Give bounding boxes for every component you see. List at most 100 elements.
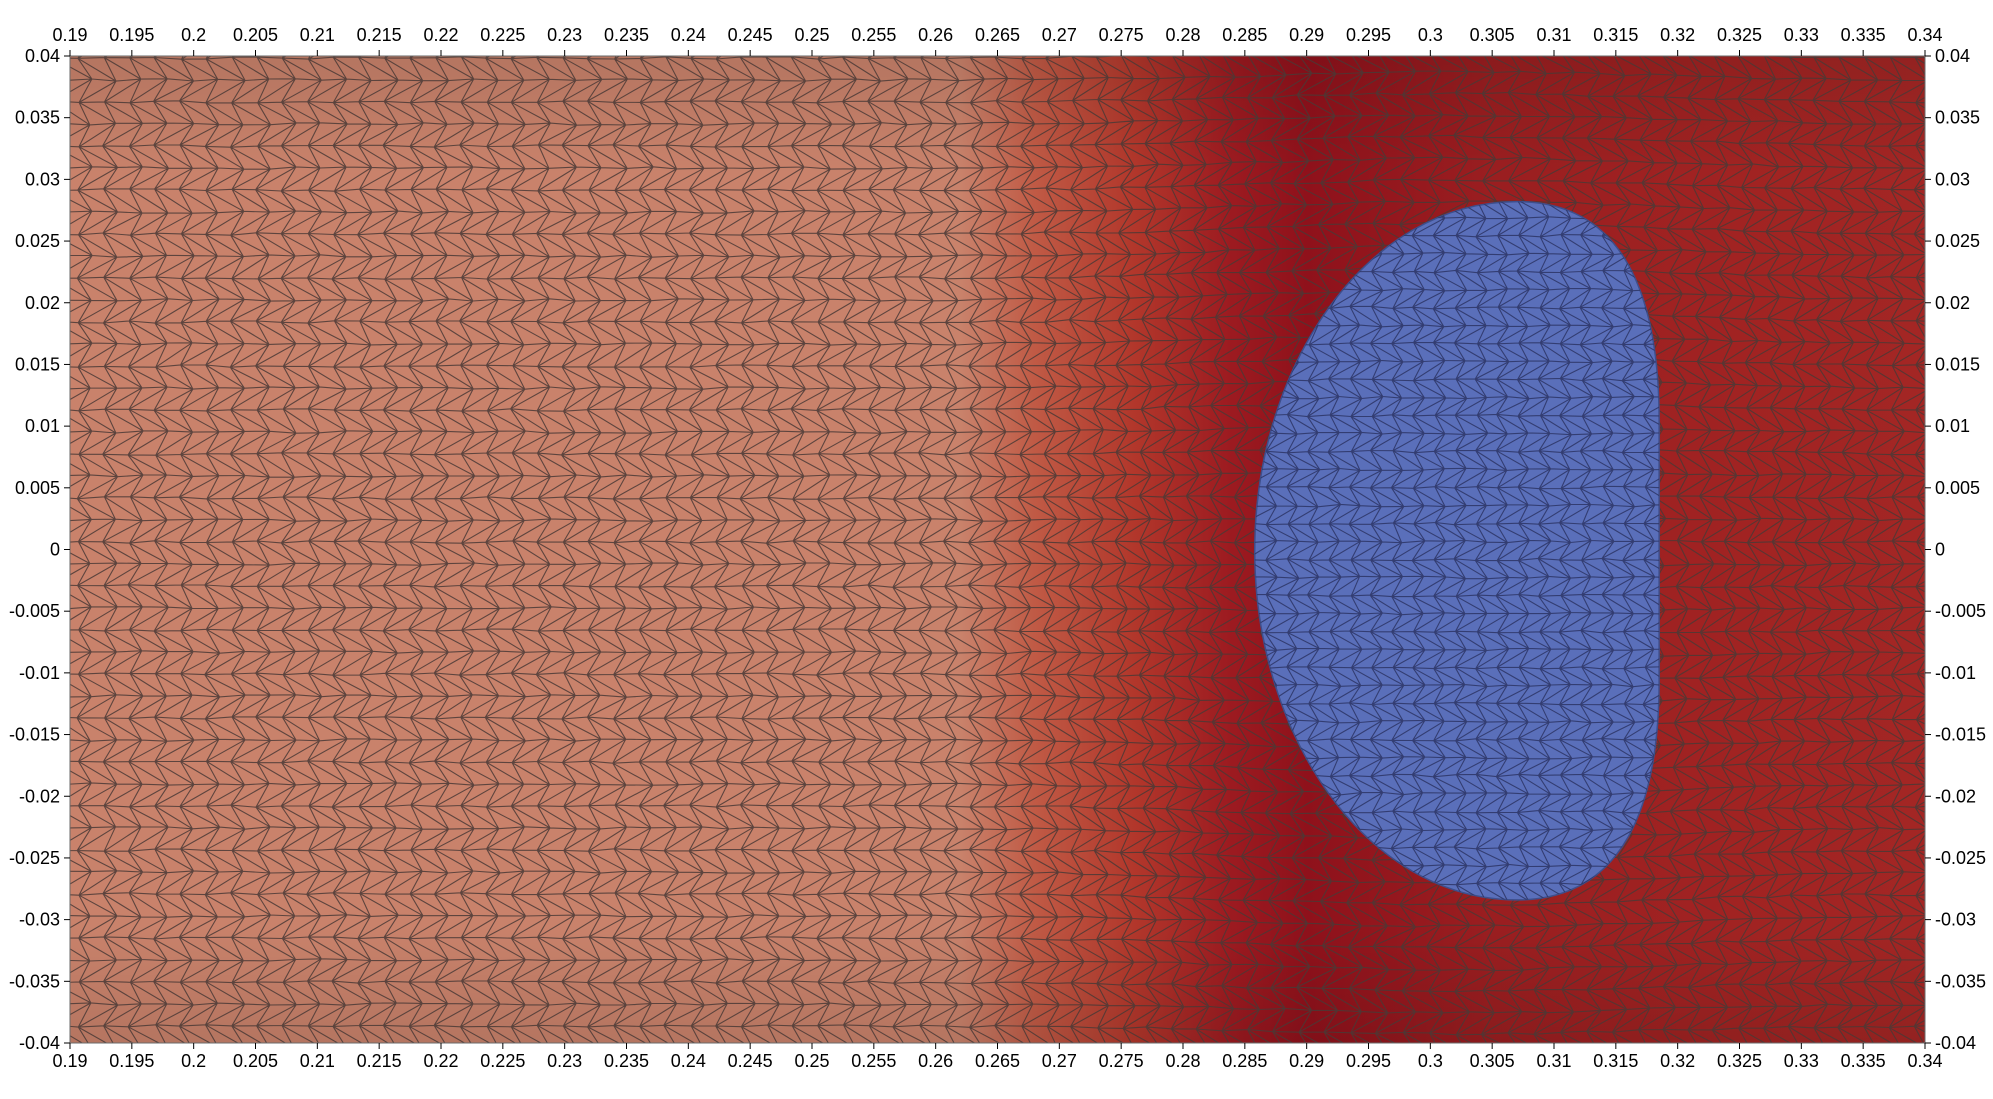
y-tick-label: 0 bbox=[50, 540, 60, 560]
x-tick-label: 0.295 bbox=[1346, 25, 1391, 45]
x-tick-label: 0.24 bbox=[671, 25, 706, 45]
bottom-axis: 0.19 0.195 0.2 0.205 0.21 0.215 0.22 0.225 0.23 0… bbox=[52, 1043, 1943, 1071]
y-tick-label: -0.035 bbox=[9, 971, 60, 991]
x-tick-label: 0.335 bbox=[1841, 1051, 1886, 1071]
x-tick-label: 0.205 bbox=[233, 1051, 278, 1071]
x-tick-label: 0.205 bbox=[233, 25, 278, 45]
right-axis: 0.04 0.035 0.03 0.025 0.02 0.015 0.01 0.005 0 -0.… bbox=[1925, 46, 1986, 1053]
x-tick-label: 0.34 bbox=[1907, 25, 1942, 45]
x-tick-label: 0.2 bbox=[181, 1051, 206, 1071]
x-tick-label: 0.32 bbox=[1660, 25, 1695, 45]
y-tick-label: -0.04 bbox=[19, 1033, 60, 1053]
x-tick-label: 0.27 bbox=[1042, 25, 1077, 45]
x-tick-label: 0.255 bbox=[851, 25, 896, 45]
x-tick-label: 0.245 bbox=[728, 25, 773, 45]
x-tick-label: 0.25 bbox=[794, 1051, 829, 1071]
x-tick-label: 0.245 bbox=[728, 1051, 773, 1071]
x-tick-label: 0.28 bbox=[1165, 25, 1200, 45]
x-tick-label: 0.225 bbox=[480, 1051, 525, 1071]
x-tick-label: 0.27 bbox=[1042, 1051, 1077, 1071]
x-tick-label: 0.2 bbox=[181, 25, 206, 45]
x-tick-label: 0.29 bbox=[1289, 1051, 1324, 1071]
y-tick-label: -0.015 bbox=[9, 725, 60, 745]
x-tick-label: 0.31 bbox=[1536, 25, 1571, 45]
x-tick-label: 0.325 bbox=[1717, 25, 1762, 45]
x-tick-label: 0.34 bbox=[1907, 1051, 1942, 1071]
x-tick-label: 0.235 bbox=[604, 25, 649, 45]
x-tick-label: 0.285 bbox=[1222, 1051, 1267, 1071]
y-tick-label: 0.005 bbox=[15, 478, 60, 498]
x-tick-label: 0.195 bbox=[109, 25, 154, 45]
y-tick-label: 0.02 bbox=[25, 293, 60, 313]
x-tick-label: 0.29 bbox=[1289, 25, 1324, 45]
x-tick-label: 0.19 bbox=[52, 1051, 87, 1071]
x-tick-label: 0.19 bbox=[52, 25, 87, 45]
y-tick-label: 0.02 bbox=[1935, 293, 1970, 313]
x-tick-label: 0.215 bbox=[357, 1051, 402, 1071]
y-tick-label: 0.015 bbox=[1935, 354, 1980, 374]
x-tick-label: 0.24 bbox=[671, 1051, 706, 1071]
y-tick-label: -0.035 bbox=[1935, 971, 1986, 991]
x-tick-label: 0.255 bbox=[851, 1051, 896, 1071]
x-tick-label: 0.305 bbox=[1470, 1051, 1515, 1071]
x-tick-label: 0.315 bbox=[1593, 1051, 1638, 1071]
x-tick-label: 0.33 bbox=[1784, 25, 1819, 45]
y-tick-label: 0 bbox=[1935, 540, 1945, 560]
x-tick-label: 0.21 bbox=[300, 25, 335, 45]
y-tick-label: 0.035 bbox=[15, 108, 60, 128]
x-tick-label: 0.265 bbox=[975, 1051, 1020, 1071]
y-tick-label: -0.005 bbox=[1935, 601, 1986, 621]
x-tick-label: 0.28 bbox=[1165, 1051, 1200, 1071]
y-tick-label: 0.03 bbox=[25, 169, 60, 189]
x-tick-label: 0.26 bbox=[918, 1051, 953, 1071]
x-tick-label: 0.295 bbox=[1346, 1051, 1391, 1071]
y-tick-label: 0.04 bbox=[25, 46, 60, 66]
x-tick-label: 0.275 bbox=[1099, 25, 1144, 45]
top-axis: 0.19 0.195 0.2 0.205 0.21 0.215 0.22 0.225 0.23 0… bbox=[52, 25, 1943, 56]
y-tick-label: 0.01 bbox=[1935, 416, 1970, 436]
y-tick-label: -0.025 bbox=[9, 848, 60, 868]
y-tick-label: -0.01 bbox=[1935, 663, 1976, 683]
y-tick-label: 0.005 bbox=[1935, 478, 1980, 498]
y-tick-label: 0.04 bbox=[1935, 46, 1970, 66]
y-tick-label: 0.015 bbox=[15, 354, 60, 374]
y-tick-label: 0.03 bbox=[1935, 169, 1970, 189]
y-tick-label: -0.02 bbox=[19, 786, 60, 806]
x-tick-label: 0.26 bbox=[918, 25, 953, 45]
x-tick-label: 0.3 bbox=[1418, 25, 1443, 45]
y-tick-label: 0.025 bbox=[15, 231, 60, 251]
y-tick-label: 0.025 bbox=[1935, 231, 1980, 251]
x-tick-label: 0.25 bbox=[794, 25, 829, 45]
x-tick-label: 0.265 bbox=[975, 25, 1020, 45]
x-tick-label: 0.3 bbox=[1418, 1051, 1443, 1071]
left-axis: 0.04 0.035 0.03 0.025 0.02 0.015 0.01 0.005 0 -0.… bbox=[9, 46, 70, 1053]
x-tick-label: 0.195 bbox=[109, 1051, 154, 1071]
x-tick-label: 0.33 bbox=[1784, 1051, 1819, 1071]
x-tick-label: 0.225 bbox=[480, 25, 525, 45]
x-tick-label: 0.285 bbox=[1222, 25, 1267, 45]
x-tick-label: 0.22 bbox=[423, 1051, 458, 1071]
x-tick-label: 0.23 bbox=[547, 25, 582, 45]
x-tick-label: 0.215 bbox=[357, 25, 402, 45]
x-tick-label: 0.22 bbox=[423, 25, 458, 45]
x-tick-label: 0.21 bbox=[300, 1051, 335, 1071]
x-tick-label: 0.335 bbox=[1841, 25, 1886, 45]
y-tick-label: 0.035 bbox=[1935, 108, 1980, 128]
x-tick-label: 0.325 bbox=[1717, 1051, 1762, 1071]
x-tick-label: 0.32 bbox=[1660, 1051, 1695, 1071]
y-tick-label: -0.025 bbox=[1935, 848, 1986, 868]
y-tick-label: -0.015 bbox=[1935, 725, 1986, 745]
y-tick-label: -0.005 bbox=[9, 601, 60, 621]
x-tick-label: 0.275 bbox=[1099, 1051, 1144, 1071]
x-tick-label: 0.31 bbox=[1536, 1051, 1571, 1071]
x-tick-label: 0.235 bbox=[604, 1051, 649, 1071]
x-tick-label: 0.23 bbox=[547, 1051, 582, 1071]
x-tick-label: 0.305 bbox=[1470, 25, 1515, 45]
y-tick-label: -0.03 bbox=[19, 910, 60, 930]
y-tick-label: -0.02 bbox=[1935, 786, 1976, 806]
y-tick-label: -0.03 bbox=[1935, 910, 1976, 930]
y-tick-label: -0.04 bbox=[1935, 1033, 1976, 1053]
y-tick-label: 0.01 bbox=[25, 416, 60, 436]
x-tick-label: 0.315 bbox=[1593, 25, 1638, 45]
